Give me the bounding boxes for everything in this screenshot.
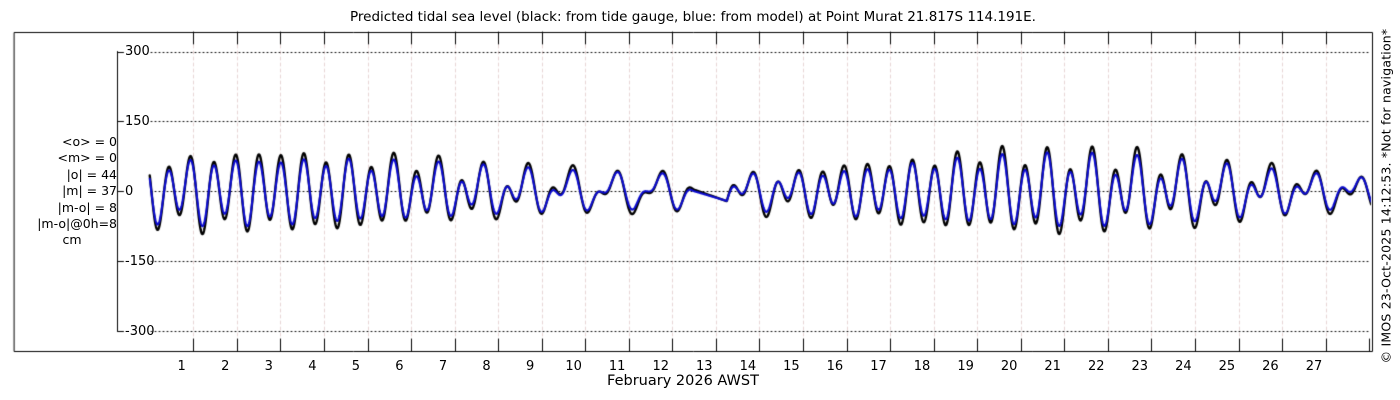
x-tick-label: 25 — [1218, 359, 1236, 374]
x-tick-label: 20 — [1000, 359, 1018, 374]
x-tick-label: 12 — [652, 359, 670, 374]
stat-abs-diff-0h: |m-o|@0h=8 — [37, 216, 117, 232]
y-tick-label: 300 — [125, 44, 150, 59]
x-tick-label: 19 — [957, 359, 974, 374]
x-tick-label: 15 — [783, 359, 800, 374]
x-tick-label: 27 — [1305, 359, 1323, 374]
y-tick-label: -150 — [125, 253, 155, 269]
stats-block: <o> = 0 <m> = 0 |o| = 44 |m| = 37 |m-o| … — [27, 134, 117, 249]
x-tick-label: 14 — [739, 359, 757, 374]
x-tick-label: 7 — [438, 359, 448, 374]
copyright-watermark: © IMOS 23-Oct-2025 14:12:53. *Not for na… — [1378, 28, 1394, 364]
x-tick-label: 1 — [177, 359, 186, 374]
x-tick-label: 13 — [696, 359, 713, 374]
x-tick-label: 21 — [1044, 359, 1061, 374]
x-tick-label: 26 — [1262, 359, 1279, 374]
y-tick-label: 0 — [125, 183, 134, 199]
x-tick-label: 22 — [1087, 359, 1105, 374]
x-tick-label: 2 — [221, 359, 230, 374]
x-tick-label: 11 — [608, 359, 626, 374]
y-tick-label: -300 — [125, 323, 155, 339]
stat-mean-obs: <o> = 0 — [62, 134, 117, 149]
stat-mean-model: <m> = 0 — [57, 150, 118, 166]
stat-abs-diff: |m-o| = 8 — [57, 199, 117, 215]
x-axis-title: February 2026 AWST — [607, 373, 759, 389]
x-tick-label: 10 — [565, 359, 582, 374]
x-tick-label: 16 — [826, 359, 844, 374]
x-tick-label: 5 — [351, 359, 361, 374]
x-tick-label: 8 — [482, 359, 491, 374]
x-tick-label: 24 — [1175, 359, 1192, 374]
stat-abs-model: |m| = 37 — [62, 183, 117, 199]
x-tick-label: 18 — [913, 359, 931, 374]
x-tick-label: 9 — [525, 359, 535, 374]
y-tick-label: 150 — [125, 113, 150, 129]
stat-abs-obs: |o| = 44 — [66, 166, 117, 182]
x-tick-label: 4 — [308, 359, 317, 374]
chart-title: Predicted tidal sea level (black: from t… — [350, 9, 1036, 25]
stats-unit: cm — [62, 232, 82, 248]
x-tick-label: 17 — [870, 359, 887, 374]
x-tick-label: 6 — [395, 359, 404, 374]
x-tick-label: 23 — [1131, 359, 1149, 374]
x-tick-label: 3 — [264, 359, 273, 374]
